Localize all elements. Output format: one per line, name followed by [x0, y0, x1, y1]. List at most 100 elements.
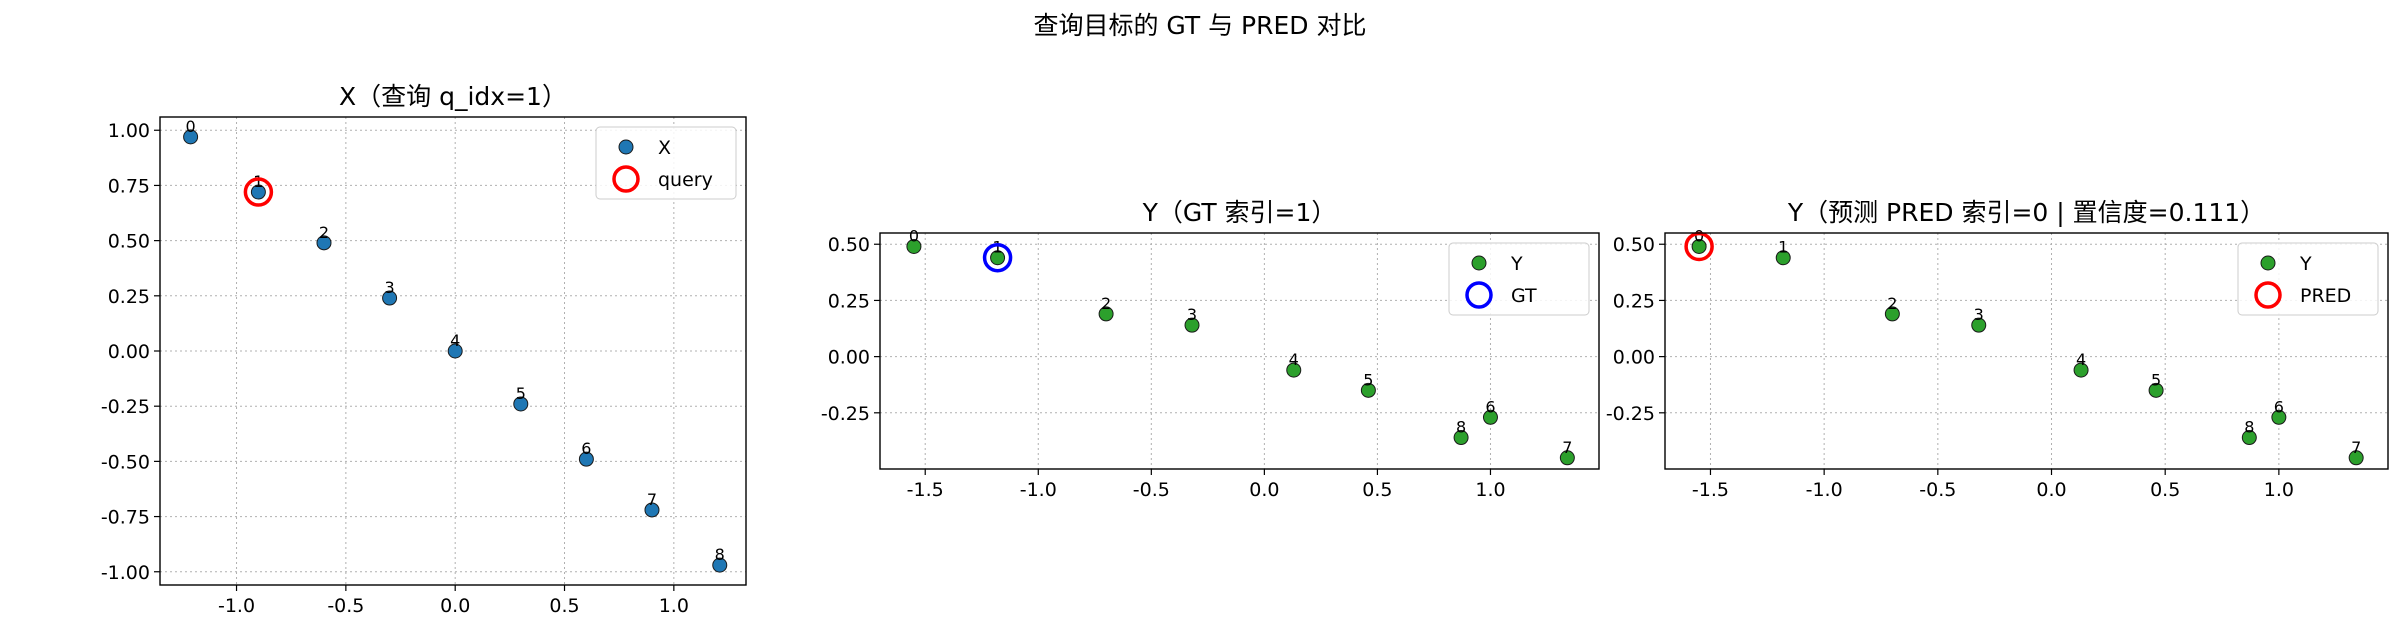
- point-label: 1: [1778, 238, 1788, 257]
- data-point: [2073, 362, 2089, 378]
- x-tick-label: -0.5: [327, 595, 364, 617]
- y-tick-label: -0.25: [821, 403, 870, 425]
- axes-2: Y（预测 PRED 索引=0 | 置信度=0.111） -1.5 -1.0 -0.5 0…: [1606, 198, 2389, 501]
- x-tick-label: 0.0: [1249, 479, 1279, 501]
- axes-title: X（查询 q_idx=1）: [339, 82, 567, 111]
- y-tick-label: 0.75: [108, 175, 150, 197]
- x-tick-label: -0.5: [1919, 479, 1956, 501]
- x-tick-label: -1.0: [1806, 479, 1843, 501]
- x-tick-label: 0.5: [2150, 479, 2180, 501]
- point-label: 7: [1562, 438, 1572, 457]
- x-tick-label: -1.0: [1020, 479, 1057, 501]
- x-tick-label: -1.5: [907, 479, 944, 501]
- data-point: [513, 396, 529, 412]
- point-label: 7: [2351, 438, 2361, 457]
- data-point: [1453, 430, 1469, 446]
- legend-label: Y: [1510, 253, 1523, 275]
- figure-suptitle: 查询目标的 GT 与 PRED 对比: [1033, 11, 1366, 40]
- point-label: 3: [384, 278, 394, 297]
- data-point: [2148, 382, 2164, 398]
- data-point: [316, 235, 332, 251]
- y-tick-label: 0.25: [1613, 290, 1655, 312]
- data-point: [1482, 409, 1498, 425]
- x-tick-label: -0.5: [1133, 479, 1170, 501]
- data-point: [447, 343, 463, 359]
- point-label: 6: [2274, 397, 2284, 416]
- y-tick-label: 0.50: [108, 231, 150, 253]
- x-tick-label: 1.0: [659, 595, 689, 617]
- legend-label: query: [658, 169, 713, 191]
- legend-label: X: [658, 137, 671, 159]
- legend-label: PRED: [2300, 285, 2351, 307]
- y-tick-label: 0.50: [828, 234, 870, 256]
- legend: Y PRED: [2237, 242, 2379, 316]
- y-tick-label: -0.25: [1606, 403, 1655, 425]
- data-point: [1098, 306, 1114, 322]
- data-point: [990, 250, 1006, 266]
- y-tick-label: 0.25: [828, 290, 870, 312]
- axes-frame: [1664, 232, 2389, 470]
- point-label: 8: [715, 545, 725, 564]
- point-label: 8: [2244, 418, 2254, 437]
- axes-frame: [159, 116, 747, 586]
- data-point: [1691, 238, 1707, 254]
- y-tick-label: -1.00: [101, 562, 150, 584]
- x-tick-label: -1.0: [218, 595, 255, 617]
- point-label: 6: [1485, 397, 1495, 416]
- legend-marker: [612, 165, 640, 193]
- point-label: 8: [1456, 418, 1466, 437]
- data-point: [183, 129, 199, 145]
- x-tick-label: 0.0: [2036, 479, 2066, 501]
- data-point: [1286, 362, 1302, 378]
- point-label: 4: [450, 331, 460, 350]
- legend-marker: [618, 139, 634, 155]
- point-label: 1: [992, 238, 1002, 257]
- y-tick-label: 0.00: [108, 341, 150, 363]
- data-point: [2271, 409, 2287, 425]
- point-label: 3: [1974, 305, 1984, 324]
- data-point: [906, 238, 922, 254]
- data-point: [2348, 450, 2364, 466]
- point-label: 3: [1187, 305, 1197, 324]
- legend-marker: [2260, 255, 2276, 271]
- data-point: [1559, 450, 1575, 466]
- highlight-ring: [243, 177, 274, 207]
- y-tick-label: 0.50: [1613, 234, 1655, 256]
- legend: Y GT: [1448, 242, 1590, 316]
- highlight-ring: [982, 242, 1013, 273]
- axes-title: Y（GT 索引=1）: [1142, 198, 1337, 227]
- axes-1: Y（GT 索引=1） -1.5 -1.0 -0.5 0.0 0.5 1.0 0.50 0.25 0…: [821, 198, 1600, 501]
- data-point: [1360, 382, 1376, 398]
- point-label: 2: [319, 223, 329, 242]
- point-label: 4: [2076, 350, 2086, 369]
- x-tick-label: 0.5: [1362, 479, 1392, 501]
- data-point: [578, 451, 594, 467]
- point-label: 5: [2151, 370, 2161, 389]
- data-point: [1184, 317, 1200, 333]
- data-point: [1884, 306, 1900, 322]
- legend-marker: [1471, 255, 1487, 271]
- y-tick-label: 1.00: [108, 120, 150, 142]
- y-tick-label: 0.25: [108, 286, 150, 308]
- legend-marker: [2254, 281, 2282, 309]
- x-tick-label: 0.5: [549, 595, 579, 617]
- data-point: [1775, 250, 1791, 266]
- point-label: 2: [1887, 294, 1897, 313]
- point-label: 2: [1101, 294, 1111, 313]
- point-label: 5: [516, 384, 526, 403]
- x-tick-label: 1.0: [1475, 479, 1505, 501]
- axes-title: Y（预测 PRED 索引=0 | 置信度=0.111）: [1787, 198, 2265, 227]
- y-tick-label: -0.25: [101, 396, 150, 418]
- legend-label: GT: [1511, 285, 1537, 307]
- point-label: 1: [253, 172, 263, 191]
- point-label: 0: [186, 117, 196, 136]
- point-label: 0: [1694, 226, 1704, 245]
- legend-label: Y: [2299, 253, 2312, 275]
- y-tick-label: -0.75: [101, 507, 150, 529]
- data-point: [382, 290, 398, 306]
- y-tick-label: 0.00: [828, 347, 870, 369]
- point-label: 4: [1289, 350, 1299, 369]
- data-point: [1971, 317, 1987, 333]
